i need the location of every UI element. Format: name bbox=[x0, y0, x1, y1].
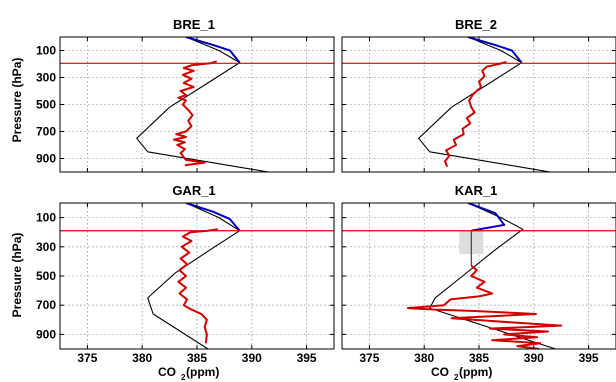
x-tick-label: 390 bbox=[524, 351, 544, 365]
y-axis-label-bottom: Pressure (hPa) bbox=[10, 233, 24, 318]
x-axis-label-right: CO 2 (ppm) bbox=[431, 365, 492, 382]
series-line-model-envelope bbox=[418, 37, 551, 172]
svg-text:2: 2 bbox=[454, 373, 459, 382]
x-tick-label: 375 bbox=[359, 351, 379, 365]
series-line-observed bbox=[444, 61, 507, 167]
y-tick-label: 300 bbox=[36, 240, 56, 254]
panel-title: GAR_1 bbox=[172, 183, 215, 198]
series-line-model-upper bbox=[185, 37, 241, 64]
series-line-model-envelope bbox=[136, 37, 269, 172]
svg-text:(ppm): (ppm) bbox=[459, 365, 492, 379]
series-line-model-upper bbox=[467, 203, 506, 232]
y-tick-label: 700 bbox=[36, 125, 56, 139]
series-line-model-upper bbox=[467, 37, 523, 64]
series-line-observed bbox=[177, 228, 218, 344]
chart-panel-kar-1: 375 380 385 390 395 KAR_1 bbox=[341, 183, 616, 365]
series-line-model-envelope bbox=[147, 203, 241, 349]
x-axis-label-left: CO 2 (ppm) bbox=[158, 365, 219, 382]
series-line-observed bbox=[406, 265, 563, 349]
panel-title: BRE_2 bbox=[455, 17, 497, 32]
series-group bbox=[60, 203, 334, 349]
series-line-observed bbox=[173, 60, 217, 167]
y-axis-label-top: Pressure (hPa) bbox=[10, 58, 24, 143]
x-tick-label: 395 bbox=[579, 351, 599, 365]
x-tick-label: 395 bbox=[297, 351, 317, 365]
y-tick-label: 100 bbox=[36, 211, 56, 225]
series-group bbox=[60, 37, 334, 172]
panel-title: KAR_1 bbox=[455, 183, 498, 198]
svg-text:CO: CO bbox=[158, 365, 176, 379]
x-tick-label: 385 bbox=[187, 351, 207, 365]
y-tick-label: 500 bbox=[36, 269, 56, 283]
x-tick-label: 385 bbox=[469, 351, 489, 365]
y-tick-label: 100 bbox=[36, 44, 56, 58]
y-tick-label: 300 bbox=[36, 71, 56, 85]
panels: 100 300 500 700 900 BRE_1 BRE_2 100 300 500 700 900… bbox=[36, 17, 616, 365]
x-tick-label: 380 bbox=[414, 351, 434, 365]
chart-panel-gar-1: 100 300 500 700 900 375 380 385 390 395 GAR_1 bbox=[36, 183, 335, 365]
y-tick-label: 900 bbox=[36, 152, 56, 166]
x-tick-label: 375 bbox=[77, 351, 97, 365]
series-group bbox=[342, 203, 616, 349]
panel-title: BRE_1 bbox=[173, 17, 215, 32]
svg-text:(ppm): (ppm) bbox=[186, 365, 219, 379]
svg-text:2: 2 bbox=[181, 373, 186, 382]
y-tick-label: 700 bbox=[36, 298, 56, 312]
svg-text:CO: CO bbox=[431, 365, 449, 379]
chart-panel-bre-1: 100 300 500 700 900 BRE_1 bbox=[36, 17, 335, 173]
x-tick-label: 380 bbox=[132, 351, 152, 365]
y-tick-label: 500 bbox=[36, 98, 56, 112]
chart-panel-bre-2: BRE_2 bbox=[341, 17, 616, 173]
y-tick-label: 900 bbox=[36, 327, 56, 341]
x-tick-label: 390 bbox=[242, 351, 262, 365]
series-line-model-upper bbox=[185, 203, 241, 232]
series-group bbox=[342, 37, 616, 172]
